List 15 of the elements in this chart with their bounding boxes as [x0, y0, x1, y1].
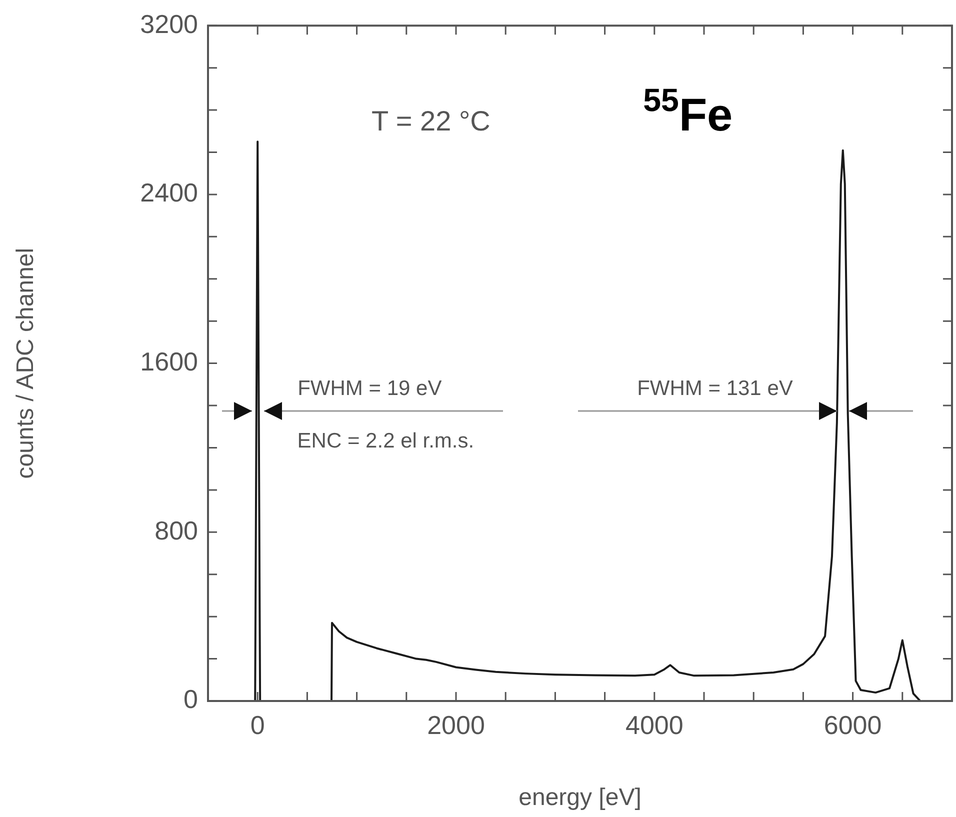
annotation: FWHM = 19 eV — [298, 376, 442, 400]
y-tick-label: 1600 — [140, 346, 198, 376]
y-tick-label: 3200 — [140, 8, 198, 39]
y-axis-title: counts / ADC channel — [12, 248, 40, 479]
x-tick-label: 4000 — [625, 710, 684, 740]
x-axis-title: energy [eV] — [518, 784, 642, 812]
y-tick-label: 800 — [154, 515, 198, 546]
annotation: T = 22 °C — [372, 105, 490, 136]
x-tick-label: 2000 — [427, 710, 485, 740]
annotation: ENC = 2.2 el r.m.s. — [297, 430, 474, 453]
x-tick-label: 6000 — [824, 710, 882, 740]
x-tick-label: 0 — [250, 710, 265, 740]
annotation: FWHM = 131 eV — [637, 376, 793, 400]
y-tick-label: 2400 — [140, 178, 198, 208]
y-tick-label: 0 — [184, 684, 198, 714]
